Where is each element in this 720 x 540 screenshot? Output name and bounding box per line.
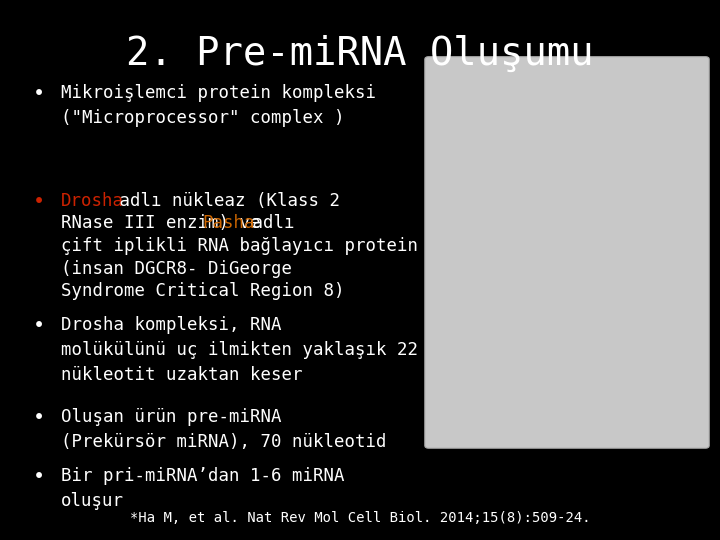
Text: Mikroişlemci protein kompleksi
("Microprocessor" complex ): Mikroişlemci protein kompleksi ("Micropr… [61, 84, 376, 127]
Text: RNase III enzim) ve: RNase III enzim) ve [61, 214, 271, 232]
Text: Pasha: Pasha [202, 214, 255, 232]
Text: •: • [32, 192, 45, 211]
Text: Syndrome Critical Region 8): Syndrome Critical Region 8) [61, 282, 345, 300]
Text: (insan DGCR8- DiGeorge: (insan DGCR8- DiGeorge [61, 260, 292, 278]
Text: •: • [32, 84, 45, 103]
Text: adlı nükleaz (Klass 2: adlı nükleaz (Klass 2 [109, 192, 341, 210]
Text: 2. Pre-miRNA Oluşumu: 2. Pre-miRNA Oluşumu [126, 35, 594, 73]
Text: •: • [32, 408, 45, 427]
Text: Drosha: Drosha [61, 192, 125, 210]
Text: adlı: adlı [242, 214, 294, 232]
Text: •: • [32, 316, 45, 335]
Text: *Ha M, et al. Nat Rev Mol Cell Biol. 2014;15(8):509-24.: *Ha M, et al. Nat Rev Mol Cell Biol. 201… [130, 511, 590, 525]
Text: •: • [32, 467, 45, 486]
Text: çift iplikli RNA bağlayıcı protein: çift iplikli RNA bağlayıcı protein [61, 237, 418, 255]
FancyBboxPatch shape [425, 57, 709, 448]
Text: Drosha kompleksi, RNA
molükülünü uç ilmikten yaklaşık 22
nükleotit uzaktan keser: Drosha kompleksi, RNA molükülünü uç ilmi… [61, 316, 418, 384]
Text: Oluşan ürün pre-miRNA
(Prekürsör miRNA), 70 nükleotid: Oluşan ürün pre-miRNA (Prekürsör miRNA),… [61, 408, 387, 451]
Text: Bir pri-miRNA’dan 1-6 miRNA
oluşur: Bir pri-miRNA’dan 1-6 miRNA oluşur [61, 467, 345, 510]
